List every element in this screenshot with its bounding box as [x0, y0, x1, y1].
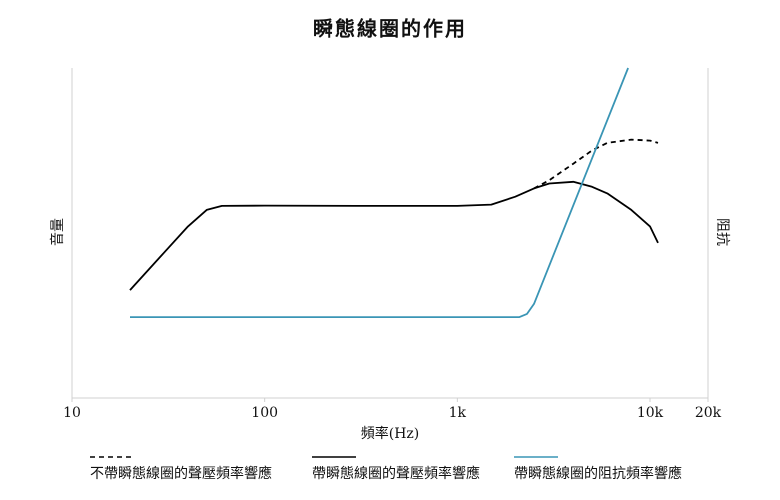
chart-title: 瞬態線圈的作用 [313, 17, 467, 41]
series-line [129, 180, 659, 291]
y2-axis-label: 阻抗 [714, 218, 730, 246]
series-line [533, 138, 659, 190]
legend-label: 帶瞬態線圈的聲壓頻率響應 [312, 465, 480, 482]
x-axis-label: 頻率(Hz) [361, 425, 420, 442]
x-tick-label: 100 [251, 405, 278, 421]
series-line [130, 67, 629, 319]
x-tick-label: 10 [63, 405, 81, 421]
x-tick-label: 10k [637, 405, 664, 421]
legend-label: 不帶瞬態線圈的聲壓頻率響應 [90, 465, 272, 482]
x-tick-label: 20k [695, 405, 722, 421]
x-tick-label: 1k [449, 405, 467, 421]
legend-label: 帶瞬態線圈的阻抗頻率響應 [514, 465, 682, 482]
y-axis-label: 音量 [49, 218, 66, 246]
